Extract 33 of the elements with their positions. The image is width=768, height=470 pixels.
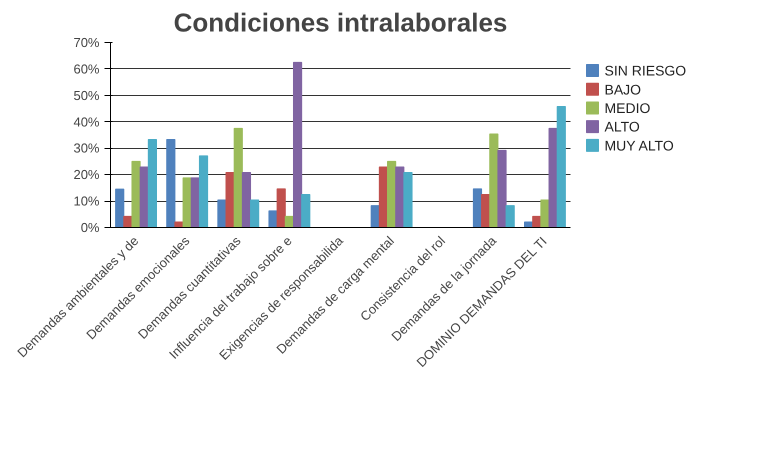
y-tick-label: 50% — [73, 88, 100, 103]
legend-label: SIN RIESGO — [604, 62, 686, 79]
bar — [234, 128, 243, 228]
y-tick-label: 20% — [73, 167, 100, 182]
y-tick-label: 10% — [73, 194, 100, 209]
bar — [140, 166, 149, 228]
bar — [166, 138, 176, 228]
y-tick-label: 0% — [80, 220, 100, 235]
bar — [395, 166, 404, 228]
bar — [242, 172, 252, 228]
bar — [489, 133, 498, 228]
legend-label: BAJO — [604, 81, 642, 98]
legend-label: ALTO — [604, 118, 640, 135]
bar — [148, 138, 157, 228]
y-tick-label: 40% — [73, 114, 100, 130]
legend-label: MUY ALTO — [604, 137, 674, 154]
chart-title: Condiciones intralaborales — [174, 8, 508, 38]
y-tick-label: 60% — [73, 61, 100, 76]
bar — [301, 194, 310, 228]
bar — [182, 177, 192, 228]
y-tick-label: 70% — [73, 35, 100, 50]
bar — [198, 155, 208, 228]
bar — [115, 188, 124, 228]
bar — [556, 106, 566, 228]
bar — [250, 200, 260, 228]
bar — [292, 62, 302, 228]
bar — [497, 150, 507, 228]
bar — [370, 205, 380, 228]
bar — [506, 205, 515, 228]
legend-label: MEDIO — [604, 100, 650, 116]
y-tick-label: 30% — [73, 140, 100, 156]
bar — [276, 188, 286, 228]
bar — [403, 172, 413, 228]
